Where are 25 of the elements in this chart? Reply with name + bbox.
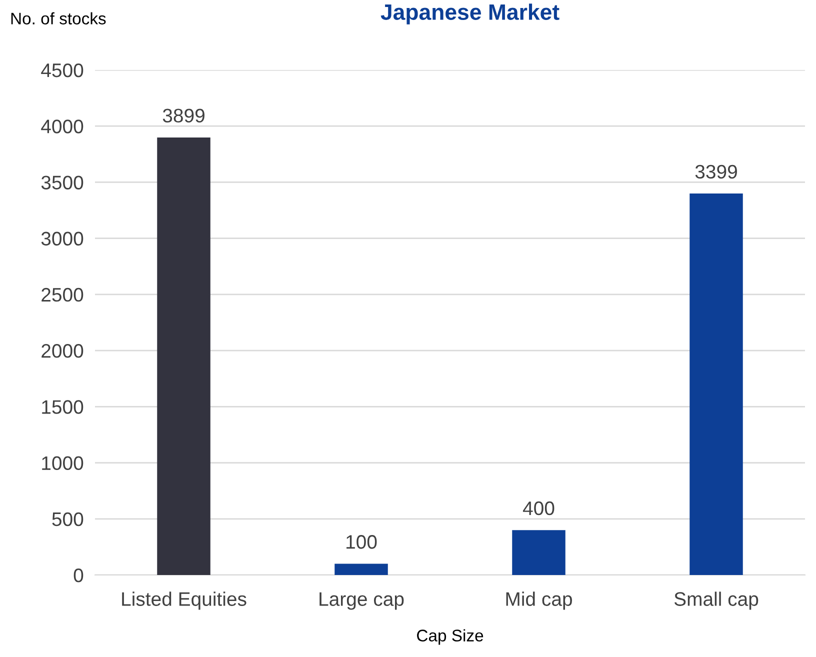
y-tick-label: 1500: [42, 400, 84, 414]
bar: [157, 137, 210, 575]
bar: [512, 530, 566, 575]
data-label: 400: [522, 501, 554, 516]
bar: [334, 564, 388, 575]
y-tick-label: 2500: [42, 288, 84, 302]
y-tick-label: 1000: [42, 456, 84, 470]
x-tick-label: Large cap: [320, 592, 404, 610]
x-tick-label: Listed Equities: [122, 592, 246, 610]
x-tick-label: Mid cap: [506, 592, 572, 610]
y-tick-label: 2000: [42, 344, 84, 358]
y-tick-label: 4000: [41, 120, 84, 134]
y-tick-label: 3000: [41, 232, 84, 246]
y-axis-title: No. of stocks: [11, 12, 106, 24]
y-tick-label: 500: [52, 512, 84, 526]
data-label: 3399: [695, 164, 737, 179]
y-tick-label: 4500: [41, 63, 84, 78]
x-tick-label: Small cap: [674, 592, 758, 610]
x-axis-title: Cap Size: [417, 629, 484, 645]
chart-title: Japanese Market: [380, 4, 560, 24]
data-label: 3899: [162, 108, 204, 122]
data-label: 100: [346, 535, 377, 549]
y-tick-label: 0: [74, 568, 84, 582]
bar: [690, 194, 743, 575]
y-tick-label: 3500: [41, 176, 84, 190]
